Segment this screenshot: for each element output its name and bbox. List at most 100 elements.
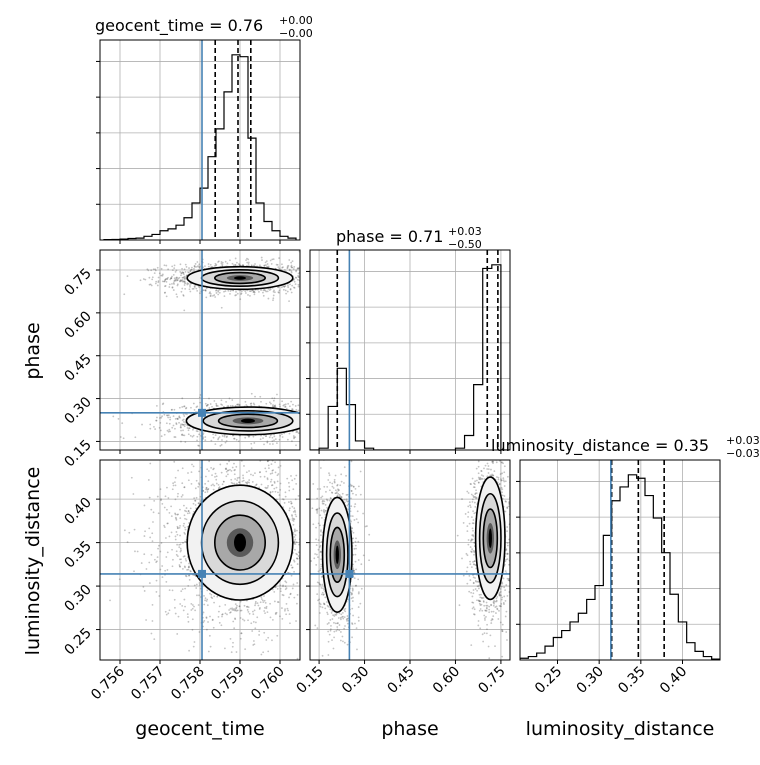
2d-geocent_time-phase-sample [320, 434, 322, 436]
2d-geocent_time-luminosity_distance-sample [286, 587, 288, 589]
2d-geocent_time-phase-sample [150, 269, 152, 271]
2d-geocent_time-phase-sample [307, 423, 309, 425]
2d-geocent_time-phase-sample [123, 293, 125, 295]
2d-geocent_time-phase-sample [191, 267, 193, 269]
2d-geocent_time-luminosity_distance-sample [204, 599, 206, 601]
2d-geocent_time-luminosity_distance-sample [312, 564, 314, 566]
2d-geocent_time-luminosity_distance-sample [188, 510, 190, 512]
2d-geocent_time-phase-sample [219, 292, 221, 294]
2d-geocent_time-phase-sample [229, 293, 231, 295]
2d-geocent_time-luminosity_distance-sample [187, 512, 189, 514]
2d-geocent_time-luminosity_distance-sample [313, 588, 315, 590]
2d-geocent_time-phase-sample [322, 276, 324, 278]
2d-geocent_time-luminosity_distance-sample [187, 569, 189, 571]
2d-geocent_time-luminosity_distance-sample [228, 609, 230, 611]
2d-geocent_time-luminosity_distance-sample [158, 595, 160, 597]
2d-geocent_time-phase-sample [158, 277, 160, 279]
2d-geocent_time-phase-sample [287, 403, 289, 405]
2d-geocent_time-luminosity_distance-sample [248, 482, 250, 484]
2d-geocent_time-luminosity_distance-sample [248, 479, 250, 481]
2d-geocent_time-phase-sample [329, 417, 331, 419]
2d-geocent_time-luminosity_distance-sample [193, 606, 195, 608]
2d-geocent_time-luminosity_distance-sample [258, 605, 260, 607]
2d-geocent_time-phase-sample [345, 427, 347, 429]
2d-geocent_time-luminosity_distance-sample [159, 569, 161, 571]
2d-geocent_time-phase-sample [267, 263, 269, 265]
2d-geocent_time-phase-sample [227, 263, 229, 265]
2d-geocent_time-luminosity_distance-sample [164, 507, 166, 509]
2d-geocent_time-phase-sample [326, 409, 328, 411]
2d-geocent_time-phase-sample [197, 445, 199, 447]
2d-geocent_time-phase-sample [253, 404, 255, 406]
2d-geocent_time-luminosity_distance-sample [185, 558, 187, 560]
2d-geocent_time-phase-sample [162, 274, 164, 276]
2d-geocent_time-phase-sample [344, 279, 346, 281]
2d-geocent_time-phase-sample [235, 264, 237, 266]
2d-geocent_time-phase-sample [327, 276, 329, 278]
2d-geocent_time-luminosity_distance-sample [264, 612, 266, 614]
2d-geocent_time-luminosity_distance-sample [226, 463, 228, 465]
2d-geocent_time-luminosity_distance-sample [305, 576, 307, 578]
2d-geocent_time-luminosity_distance-sample [234, 436, 236, 438]
2d-geocent_time-luminosity_distance-sample [175, 498, 177, 500]
2d-geocent_time-phase-sample [295, 277, 297, 279]
2d-geocent_time-luminosity_distance-sample [294, 543, 296, 545]
2d-geocent_time-phase-peak-1 [241, 419, 255, 423]
2d-geocent_time-phase-sample [221, 444, 223, 446]
2d-geocent_time-phase-sample [339, 427, 341, 429]
2d-geocent_time-luminosity_distance-sample [174, 599, 176, 601]
2d-geocent_time-phase-sample [295, 271, 297, 273]
2d-geocent_time-phase-sample [235, 258, 237, 260]
2d-geocent_time-luminosity_distance-sample [212, 468, 214, 470]
2d-geocent_time-phase-sample [190, 407, 192, 409]
2d-geocent_time-phase-yticklabel-3: 0.60 [61, 308, 94, 341]
2d-geocent_time-luminosity_distance-sample [203, 604, 205, 606]
2d-geocent_time-luminosity_distance-sample [302, 590, 304, 592]
2d-geocent_time-luminosity_distance-sample [290, 475, 292, 477]
2d-geocent_time-phase-sample [303, 392, 305, 394]
2d-geocent_time-phase-sample [266, 260, 268, 262]
2d-geocent_time-luminosity_distance-sample [177, 470, 179, 472]
2d-geocent_time-luminosity_distance-sample [306, 559, 308, 561]
2d-geocent_time-phase-sample [290, 289, 292, 291]
2d-geocent_time-phase-sample [316, 431, 318, 433]
2d-geocent_time-phase-sample [308, 411, 310, 413]
2d-geocent_time-phase-sample [325, 411, 327, 413]
2d-geocent_time-phase-sample [196, 261, 198, 263]
2d-geocent_time-phase-sample [165, 265, 167, 267]
2d-geocent_time-phase-sample [293, 268, 295, 270]
2d-geocent_time-luminosity_distance-sample [288, 490, 290, 492]
hist-luminosity_distance-xticklabel-3: 0.40 [657, 664, 690, 697]
2d-geocent_time-phase-sample [189, 284, 191, 286]
2d-geocent_time-phase-sample [176, 293, 178, 295]
2d-geocent_time-luminosity_distance-sample [175, 517, 177, 519]
2d-geocent_time-luminosity_distance-sample [315, 479, 317, 481]
2d-geocent_time-phase-sample [183, 415, 185, 417]
2d-geocent_time-luminosity_distance-sample [287, 608, 289, 610]
2d-geocent_time-phase-sample [317, 415, 319, 417]
2d-geocent_time-luminosity_distance-sample [194, 609, 196, 611]
2d-geocent_time-phase-sample [281, 263, 283, 265]
2d-geocent_time-luminosity_distance-sample [221, 616, 223, 618]
2d-geocent_time-luminosity_distance-sample [282, 445, 284, 447]
2d-geocent_time-luminosity_distance-sample [179, 517, 181, 519]
2d-geocent_time-luminosity_distance-sample [222, 483, 224, 485]
2d-geocent_time-luminosity_distance-sample [278, 473, 280, 475]
2d-geocent_time-luminosity_distance-sample [300, 539, 302, 541]
2d-geocent_time-phase-sample [278, 268, 280, 270]
2d-geocent_time-phase-sample [250, 443, 252, 445]
2d-geocent_time-phase-sample [164, 279, 166, 281]
2d-geocent_time-luminosity_distance-sample [228, 461, 230, 463]
2d-geocent_time-luminosity_distance-sample [144, 590, 146, 592]
2d-geocent_time-luminosity_distance-sample [196, 480, 198, 482]
2d-geocent_time-luminosity_distance-sample [306, 538, 308, 540]
2d-geocent_time-phase-sample [214, 265, 216, 267]
2d-geocent_time-phase-sample [323, 430, 325, 432]
2d-geocent_time-phase-peak-0 [234, 276, 246, 280]
2d-geocent_time-phase-sample [185, 408, 187, 410]
2d-geocent_time-luminosity_distance-sample [157, 556, 159, 558]
2d-geocent_time-phase-sample [193, 403, 195, 405]
2d-geocent_time-phase-sample [227, 290, 229, 292]
2d-geocent_time-phase-sample [209, 291, 211, 293]
2d-geocent_time-luminosity_distance-sample [189, 570, 191, 572]
